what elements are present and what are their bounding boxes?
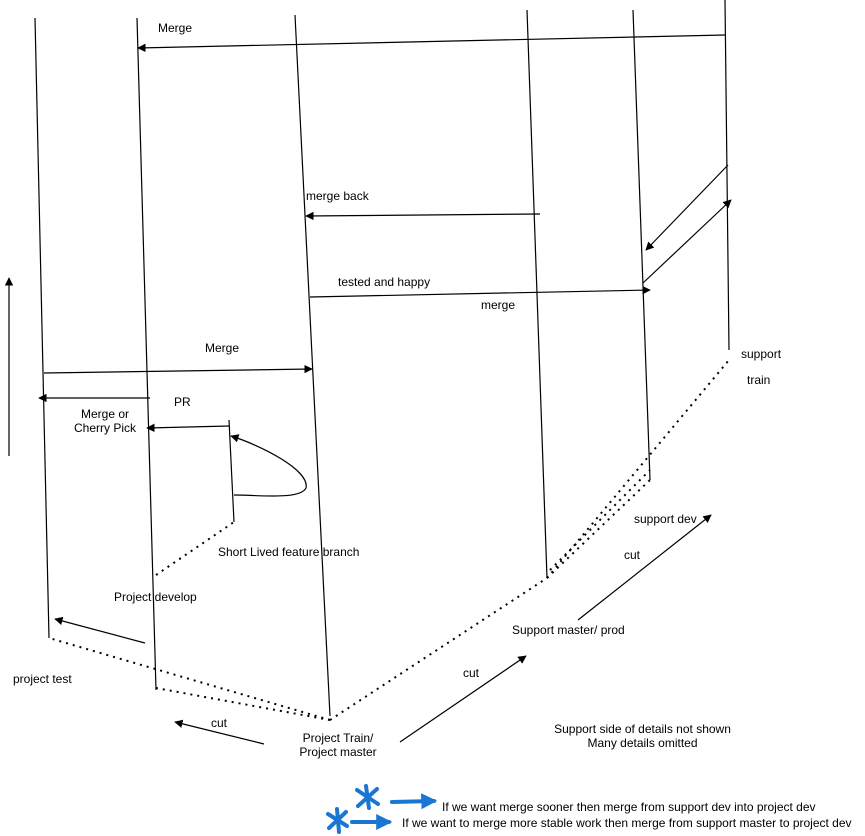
omitted-note: Support side of details not shown Many d… (545, 722, 740, 750)
asterisk-arrow-icon (355, 784, 438, 810)
project-develop-line (136, 17, 157, 691)
short-lived-feature-branch-label: Short Lived feature branch (218, 545, 360, 559)
feature-branch-line (228, 419, 235, 523)
merge-top-label: Merge (158, 21, 193, 35)
merge-lower-label: merge (481, 298, 516, 312)
tested-happy-arrow (309, 285, 651, 298)
merge-or-cherry-pick-label: Merge or Cherry Pick (72, 407, 138, 435)
feature-loop-arrow (230, 434, 307, 497)
pr-label: PR (174, 395, 191, 409)
project-test-line (34, 17, 50, 639)
dotted-support-master-to-train (546, 359, 730, 579)
cut-right-label: cut (624, 548, 641, 562)
project-train-master-label: Project Train/ Project master (288, 731, 388, 759)
merge-mid-label: Merge (205, 341, 240, 355)
support-master-line (526, 9, 548, 579)
cherry-pick-arrow (146, 423, 230, 433)
support-master-prod-label: Support master/ prod (512, 623, 625, 637)
project-master-line (294, 14, 331, 717)
omitted-note-line-1: Support side of details not shown (554, 722, 731, 736)
cut-left-arrow (174, 719, 265, 745)
project-test-label: project test (13, 672, 72, 686)
dev-to-train-arrow (642, 199, 732, 284)
train-to-dev-arrow (645, 164, 729, 251)
cut-right-arrow (577, 514, 712, 621)
cut-left-label: cut (211, 716, 228, 730)
cherry-pick-line: Cherry Pick (73, 421, 136, 435)
merge-top-arrow (137, 34, 726, 53)
support-train-line (724, 0, 730, 351)
support-label: support (741, 347, 782, 361)
to-test-arrow (54, 616, 146, 644)
legend-stable-text: If we want to merge more stable work the… (402, 816, 852, 830)
merge-or-line: Merge or (80, 407, 130, 421)
cut-bottom-arrow (399, 655, 527, 743)
project-develop-label: Project develop (114, 590, 197, 604)
dotted-master-to-test (48, 637, 331, 721)
merge-mid-arrow (43, 364, 313, 374)
merge-back-label: merge back (306, 189, 369, 203)
project-master-line-label: Project master (299, 745, 377, 759)
project-train-line: Project Train/ (302, 731, 374, 745)
asterisk-arrow-icon (326, 807, 393, 834)
cut-bottom-label: cut (463, 666, 480, 680)
merge-back-arrow (305, 211, 541, 221)
dotted-master-to-develop (155, 687, 331, 721)
dotted-support-master-to-dev-b (549, 469, 651, 571)
dotted-master-to-support-master (329, 577, 548, 721)
dotted-support-master-to-dev (546, 479, 651, 579)
support-dev-label: support dev (634, 512, 697, 526)
omitted-note-line-2: Many details omitted (587, 736, 698, 750)
train-label: train (747, 373, 771, 387)
support-dev-line (632, 9, 651, 481)
tested-and-happy-label: tested and happy (338, 275, 431, 289)
dotted-develop-to-feature (155, 521, 235, 576)
legend-sooner-text: If we want merge sooner then merge from … (442, 800, 816, 814)
